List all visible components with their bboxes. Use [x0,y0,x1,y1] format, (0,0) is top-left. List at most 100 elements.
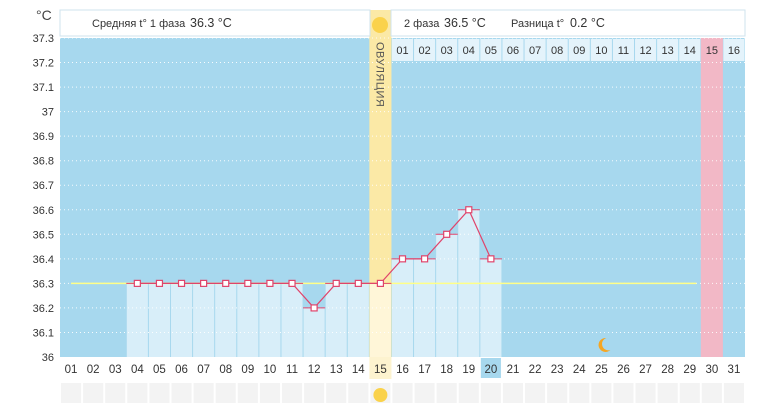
x-tick-label: 04 [131,364,144,376]
bottom-row-cell [61,383,82,403]
bottom-row-cell [392,383,413,403]
y-tick-label: 36.1 [33,327,54,339]
temperature-bar [170,283,193,357]
bottom-row-cell [215,383,236,403]
temperature-point [288,279,296,287]
phase2-day-label: 05 [485,45,497,57]
temperature-point [266,279,274,287]
x-tick-label: 06 [175,364,188,376]
diff-value: 0.2 °C [570,16,605,30]
temperature-point [420,255,429,263]
bottom-row-cell [281,383,303,403]
x-tick-label: 02 [87,364,100,376]
x-tick-label: 25 [595,364,608,376]
phase2-day-cell [436,39,458,61]
phase2-day-cell [546,39,568,61]
phase2-day-cell [391,39,414,61]
bottom-row-cell [591,383,612,403]
y-tick-label: 37.1 [33,82,54,94]
phase2-day-cell [679,39,701,61]
temperature-point [222,279,230,287]
sun-icon [372,17,388,33]
x-axis-band [60,357,745,379]
x-tick-label: 11 [286,364,298,376]
phase2-day-label: 03 [441,45,453,57]
temperature-bar [436,234,458,357]
temperature-bar [193,283,215,357]
bottom-row-cell [436,383,457,403]
y-tick-label: 36.6 [33,205,54,217]
bottom-row-cell [304,383,325,403]
bottom-row-cell [480,383,501,403]
x-tick-label: 19 [462,364,475,376]
temperature-bar [325,283,347,357]
phase2-day-label: 13 [662,45,674,57]
diff-label: Разница t° [511,18,564,30]
temperature-bar [391,258,414,357]
phase2-day-cell [458,39,480,61]
x-tick-label: 09 [241,364,254,376]
x-tick-label: 21 [507,364,520,376]
phase2-day-cell [568,39,590,61]
x-tick-label: 05 [153,364,166,376]
phase2-day-label: 02 [418,45,430,57]
bottom-row-cell [635,383,656,403]
temperature-point [155,279,164,287]
bottom-row-cell [613,383,634,403]
today-highlight [480,358,501,378]
x-tick-label: 08 [219,364,232,376]
x-tick-label: 26 [617,364,630,376]
phase2-value: 36.5 °C [444,16,486,30]
x-tick-label: 01 [65,364,78,376]
phase2-day-cell [635,39,657,61]
x-tick-label: 31 [728,364,741,376]
y-tick-label: 37.2 [33,58,54,70]
phase2-day-label: 15 [706,45,718,57]
moon-icon [598,337,611,352]
x-tick-label: 16 [396,364,409,376]
phase1-value: 36.3 °C [190,16,232,30]
x-tick-label: 03 [109,364,122,376]
temperature-bar [347,283,369,357]
ovulation-column [369,10,392,357]
phase2-day-label: 14 [684,45,696,57]
temperature-bar [303,307,325,357]
ovulation-column-footer [369,357,392,379]
bottom-row-cell [723,383,744,403]
temperature-bar [237,283,259,357]
phase2-day-label: 09 [573,45,585,57]
bottom-row-cell [171,383,192,403]
temperature-point [177,279,186,287]
unit-label: °C [36,7,52,23]
phase2-day-label: 10 [595,45,607,57]
temperature-point [244,279,252,287]
x-tick-label: 15 [374,364,387,376]
y-tick-label: 36.2 [33,303,54,315]
temperature-point [310,304,318,312]
temperature-point [443,230,451,238]
phase2-day-cell [414,39,436,61]
x-tick-label: 24 [573,364,586,376]
phase2-day-label: 08 [551,45,563,57]
temperature-bar [126,283,148,357]
phase2-day-label: 12 [639,45,651,57]
phase2-day-label: 11 [618,45,629,57]
bottom-row-cell [679,383,700,403]
x-tick-label: 10 [264,364,277,376]
bottom-row-cell [105,383,126,403]
header-box-phase1 [59,9,371,37]
bottom-row-cell [149,383,170,403]
x-tick-label: 22 [529,364,542,376]
y-tick-label: 36.8 [33,156,54,168]
x-tick-label: 27 [639,364,652,376]
y-tick-label: 36.3 [33,278,54,290]
bottom-row-cell [502,383,524,403]
bottom-row-cell [348,383,369,403]
phase2-day-label: 04 [463,45,475,57]
temperature-bar [480,258,502,357]
bottom-row-cell [525,383,546,403]
bottom-row-cell [657,383,678,403]
y-tick-label: 36.4 [33,254,54,266]
temperature-point [376,279,385,287]
bottom-row-cell [127,383,148,403]
